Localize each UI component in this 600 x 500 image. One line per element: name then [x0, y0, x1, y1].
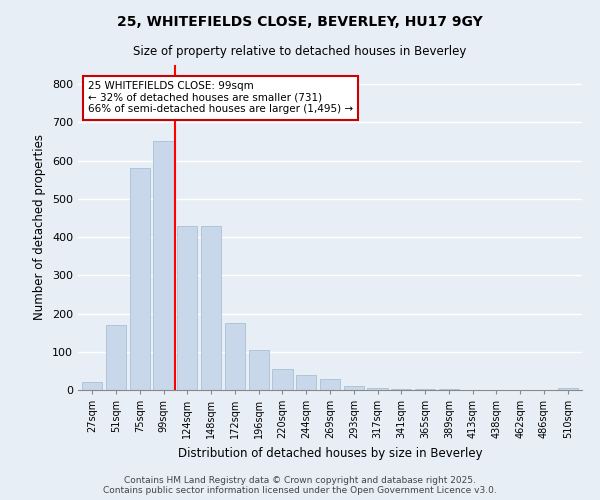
Bar: [415, 389, 435, 390]
Y-axis label: Number of detached properties: Number of detached properties: [34, 134, 46, 320]
Bar: [296, 374, 316, 390]
Bar: [154, 142, 173, 390]
Bar: [272, 369, 293, 390]
Text: Contains HM Land Registry data © Crown copyright and database right 2025.
Contai: Contains HM Land Registry data © Crown c…: [103, 476, 497, 495]
Bar: [439, 389, 459, 390]
Text: 25 WHITEFIELDS CLOSE: 99sqm
← 32% of detached houses are smaller (731)
66% of se: 25 WHITEFIELDS CLOSE: 99sqm ← 32% of det…: [88, 81, 353, 114]
X-axis label: Distribution of detached houses by size in Beverley: Distribution of detached houses by size …: [178, 446, 482, 460]
Bar: [367, 388, 388, 390]
Bar: [82, 382, 103, 390]
Bar: [177, 226, 197, 390]
Bar: [106, 325, 126, 390]
Bar: [344, 386, 364, 390]
Bar: [201, 226, 221, 390]
Bar: [391, 389, 412, 390]
Bar: [225, 323, 245, 390]
Bar: [130, 168, 150, 390]
Bar: [248, 350, 269, 390]
Bar: [557, 388, 578, 390]
Bar: [320, 378, 340, 390]
Text: 25, WHITEFIELDS CLOSE, BEVERLEY, HU17 9GY: 25, WHITEFIELDS CLOSE, BEVERLEY, HU17 9G…: [117, 15, 483, 29]
Text: Size of property relative to detached houses in Beverley: Size of property relative to detached ho…: [133, 45, 467, 58]
